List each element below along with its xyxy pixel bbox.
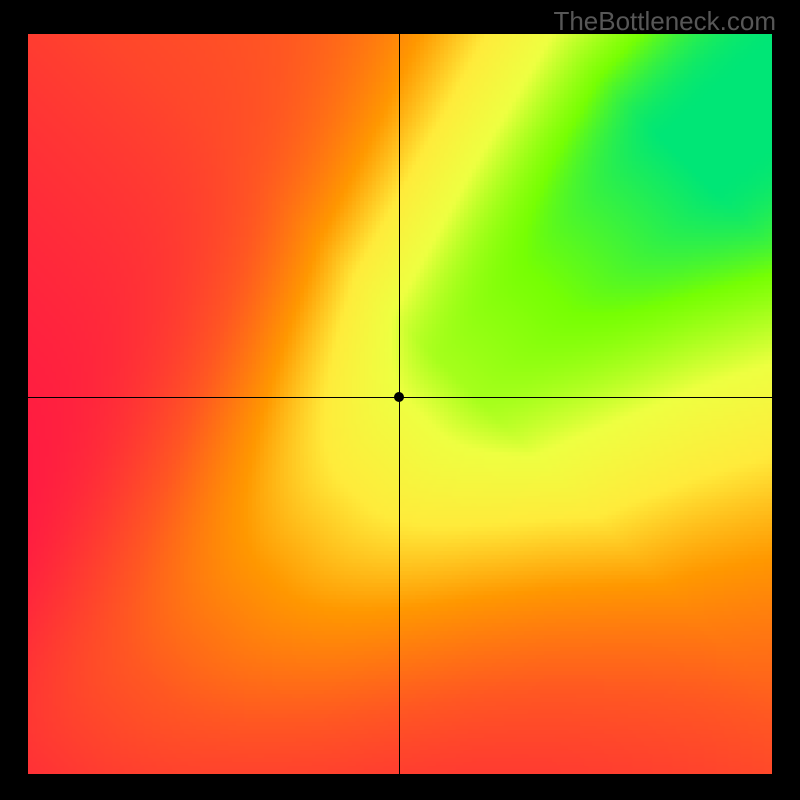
- watermark-text: TheBottleneck.com: [553, 6, 776, 37]
- crosshair-marker: [394, 392, 404, 402]
- heatmap-canvas: [28, 34, 772, 774]
- crosshair-vertical: [399, 34, 400, 774]
- plot-area: [28, 34, 772, 774]
